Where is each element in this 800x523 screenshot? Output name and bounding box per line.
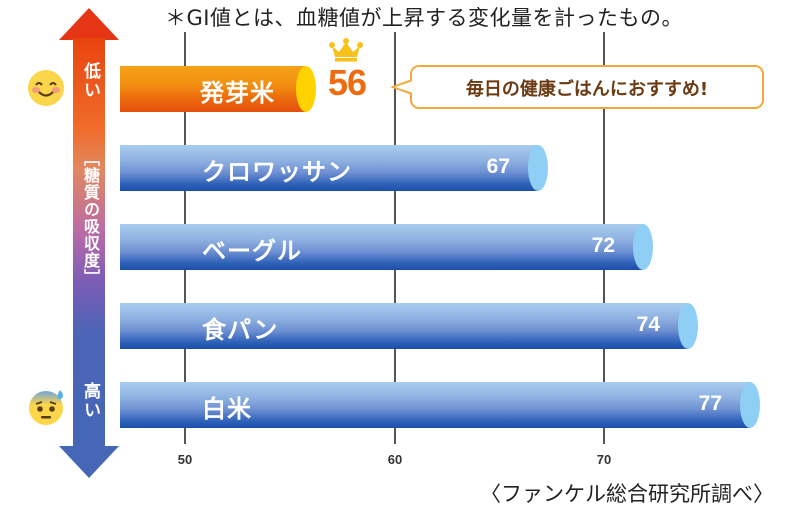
callout-tail-inner	[395, 81, 413, 93]
source-note: 〈ファンケル総合研究所調べ〉	[480, 482, 774, 506]
crown-icon	[329, 38, 363, 62]
bar-value: 72	[591, 234, 615, 257]
arrow-down-icon	[59, 446, 119, 478]
highlight-value: 56	[328, 62, 367, 103]
anxious-face-icon	[28, 388, 64, 425]
bar-croissant: クロワッサン 67	[120, 145, 548, 191]
bar-value: 74	[636, 313, 660, 336]
gi-definition-note: ＊GI値とは、血糖値が上昇する変化量を計ったもの。	[165, 6, 683, 30]
bar-cap	[633, 224, 653, 270]
bar-bagel: ベーグル 72	[120, 224, 653, 270]
callout-text: 毎日の健康ごはんにおすすめ!	[465, 79, 709, 100]
arrow-up-icon	[59, 8, 119, 40]
bar-cap	[528, 145, 548, 191]
bar-label: 食パン	[202, 316, 279, 344]
bar-label: 発芽米	[200, 79, 275, 107]
bar-cap	[740, 382, 760, 428]
smiling-face-icon	[28, 70, 64, 106]
bar-value: 67	[486, 155, 510, 178]
recommendation-callout: 毎日の健康ごはんにおすすめ!	[410, 65, 764, 109]
absorption-axis-arrow	[73, 38, 105, 446]
tick-label-60: 60	[387, 452, 403, 467]
bar-white-rice: 白米 77	[120, 382, 760, 428]
tick-label-70: 70	[596, 452, 612, 467]
bar-label: クロワッサン	[202, 158, 352, 186]
bar-value: 77	[698, 392, 722, 415]
axis-label-low: 低い	[80, 62, 100, 100]
bar-label: 白米	[202, 395, 252, 423]
bar-white-bread: 食パン 74	[120, 303, 698, 349]
bar-cap	[678, 303, 698, 349]
bar-label: ベーグル	[202, 237, 302, 265]
axis-label-absorption: ［糖質の吸収度］	[81, 150, 100, 286]
bar-cap	[296, 66, 316, 112]
tick-label-50: 50	[177, 452, 193, 467]
axis-label-high: 高い	[80, 382, 100, 420]
bar-germinated-rice: 発芽米	[120, 66, 316, 112]
